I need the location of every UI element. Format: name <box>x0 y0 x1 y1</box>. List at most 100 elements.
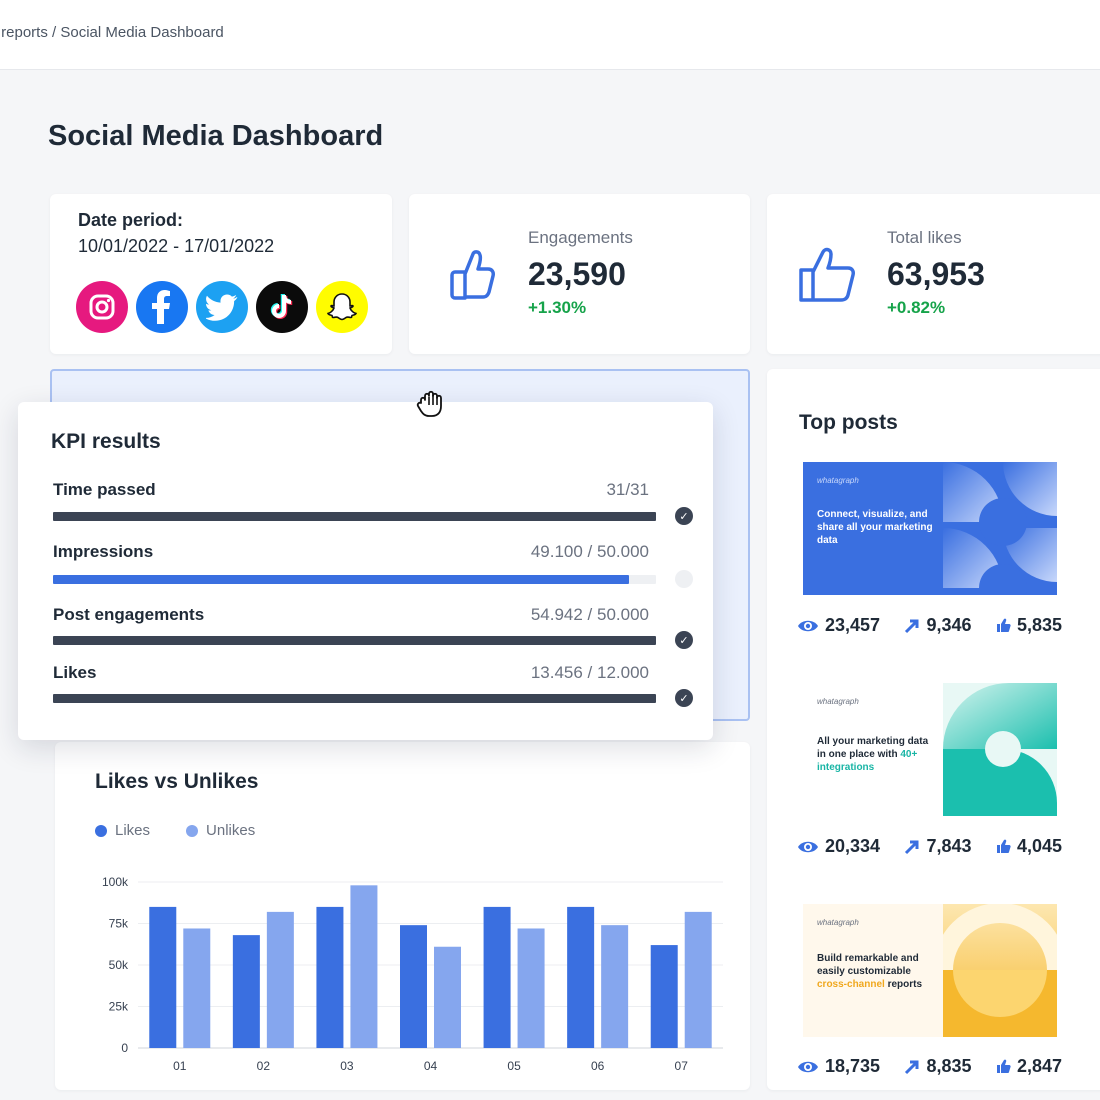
eye-icon <box>798 1061 818 1072</box>
post-thumbnail-2[interactable]: whatagraph All your marketing data in on… <box>803 683 1057 816</box>
kpi-value: 31/31 <box>606 480 649 499</box>
post-brand: whatagraph <box>817 918 859 927</box>
kpi-results-card[interactable]: KPI results Time passed 31/31 ✓ Impressi… <box>18 402 713 740</box>
share-arrow-icon <box>905 619 919 633</box>
kpi-name: Post engagements <box>53 605 205 624</box>
total-likes-card[interactable]: Total likes 63,953 +0.82% <box>767 194 1100 354</box>
bar-likes-05[interactable] <box>483 906 511 1048</box>
post-likes: 2,847 <box>996 1056 1062 1077</box>
post-shares-value: 9,346 <box>926 615 972 635</box>
post-likes: 4,045 <box>996 836 1062 857</box>
engagements-card[interactable]: Engagements 23,590 +1.30% <box>409 194 750 354</box>
post-brand: whatagraph <box>817 697 859 706</box>
post-views-value: 23,457 <box>825 615 881 635</box>
date-period-label: Date period: <box>78 210 184 230</box>
x-tick-label: 04 <box>424 1059 438 1073</box>
channel-list <box>76 281 368 333</box>
kpi-progress-fill <box>53 636 656 645</box>
grab-cursor-icon <box>416 390 442 417</box>
post-text: Build remarkable and easily customizable <box>817 953 919 977</box>
kpi-name: Time passed <box>53 480 156 499</box>
legend-item-unlikes[interactable]: Unlikes <box>186 822 255 839</box>
kpi-progress-bar <box>53 636 656 645</box>
post-likes-value: 5,835 <box>1016 615 1062 635</box>
bar-unlikes-04[interactable] <box>434 946 461 1048</box>
total-likes-label: Total likes <box>887 228 962 247</box>
legend-dot-likes <box>95 824 107 837</box>
bar-unlikes-07[interactable] <box>684 911 712 1048</box>
breadcrumb[interactable]: r reports / Social Media Dashboard <box>0 24 224 41</box>
y-tick-label: 75k <box>109 917 129 931</box>
total-likes-value: 63,953 <box>887 256 985 292</box>
kpi-value: 49.100 / 50.000 <box>530 542 649 561</box>
engagements-value: 23,590 <box>528 256 626 292</box>
kpi-value: 13.456 / 12.000 <box>530 663 649 682</box>
total-likes-delta: +0.82% <box>887 298 946 317</box>
x-tick-label: 05 <box>507 1059 521 1073</box>
bar-unlikes-01[interactable] <box>183 928 211 1048</box>
engagements-label: Engagements <box>528 228 633 247</box>
kpi-title: KPI results <box>51 430 161 453</box>
bar-likes-07[interactable] <box>650 945 678 1048</box>
bar-unlikes-02[interactable] <box>266 911 294 1048</box>
y-tick-label: 0 <box>121 1041 128 1055</box>
date-period-value: 10/01/2022 - 17/01/2022 <box>78 236 275 256</box>
eye-icon <box>798 841 818 852</box>
legend-dot-unlikes <box>186 824 199 837</box>
post-text: Connect, visualize, and share all your m… <box>817 509 933 546</box>
bar-unlikes-06[interactable] <box>601 925 629 1048</box>
snapchat-icon[interactable] <box>316 281 368 333</box>
bar-unlikes-03[interactable] <box>350 885 378 1048</box>
twitter-icon[interactable] <box>196 281 248 333</box>
page-title: Social Media Dashboard <box>48 120 384 152</box>
post-shares: 7,843 <box>904 836 972 857</box>
instagram-icon[interactable] <box>76 281 128 333</box>
kpi-progress-bar <box>53 694 656 703</box>
top-posts-card: Top posts whatagraph Connect, visualize,… <box>767 369 1100 1090</box>
bar-likes-04[interactable] <box>400 925 427 1048</box>
share-arrow-icon <box>905 840 919 854</box>
y-tick-label: 25k <box>109 1000 129 1014</box>
bar-likes-01[interactable] <box>149 906 177 1048</box>
post-text-highlight: 40+ integrations <box>817 749 918 773</box>
post-views-value: 20,334 <box>825 836 881 856</box>
post-shares: 9,346 <box>904 615 972 636</box>
kpi-progress-fill <box>53 512 656 521</box>
thumbs-up-small-icon <box>996 1059 1011 1073</box>
post-views: 18,735 <box>797 1056 880 1077</box>
engagements-delta: +1.30% <box>528 298 587 317</box>
date-period-card[interactable]: Date period: 10/01/2022 - 17/01/2022 <box>50 194 392 354</box>
bar-likes-02[interactable] <box>232 935 260 1048</box>
kpi-progress-bar <box>53 512 656 521</box>
post-artwork <box>943 683 1057 816</box>
share-arrow-icon <box>905 1060 919 1074</box>
x-tick-label: 07 <box>675 1059 689 1073</box>
bar-likes-03[interactable] <box>316 906 344 1048</box>
check-circle-icon: ✓ <box>675 631 693 649</box>
check-circle-icon: ✓ <box>675 507 693 525</box>
x-tick-label: 06 <box>591 1059 605 1073</box>
facebook-icon[interactable] <box>136 281 188 333</box>
bar-unlikes-05[interactable] <box>517 928 545 1048</box>
x-tick-label: 02 <box>257 1059 271 1073</box>
post-thumbnail-1[interactable]: whatagraph Connect, visualize, and share… <box>803 462 1057 595</box>
tiktok-icon[interactable] <box>256 281 308 333</box>
post-shares-value: 7,843 <box>926 836 972 856</box>
y-tick-label: 100k <box>102 875 129 889</box>
chart-legend: Likes Unlikes <box>95 822 255 839</box>
likes-vs-unlikes-chart: 0 25k 50k 75k 100k 01 02 03 04 05 06 07 <box>102 875 723 1073</box>
post-likes: 5,835 <box>996 615 1062 636</box>
post-views: 20,334 <box>797 836 880 857</box>
chart-title: Likes vs Unlikes <box>95 770 259 793</box>
post-artwork <box>943 462 1057 595</box>
post-thumbnail-3[interactable]: whatagraph Build remarkable and easily c… <box>803 904 1057 1037</box>
post-shares: 8,835 <box>904 1056 972 1077</box>
post-shares-value: 8,835 <box>926 1056 972 1076</box>
bar-likes-06[interactable] <box>567 906 595 1048</box>
legend-item-likes[interactable]: Likes <box>95 822 150 839</box>
kpi-name: Likes <box>53 663 97 682</box>
eye-icon <box>798 620 818 631</box>
kpi-progress-fill <box>53 575 629 584</box>
post-text-block: All your marketing data in one place wit… <box>817 735 937 774</box>
top-bar: r reports / Social Media Dashboard <box>0 0 1100 70</box>
